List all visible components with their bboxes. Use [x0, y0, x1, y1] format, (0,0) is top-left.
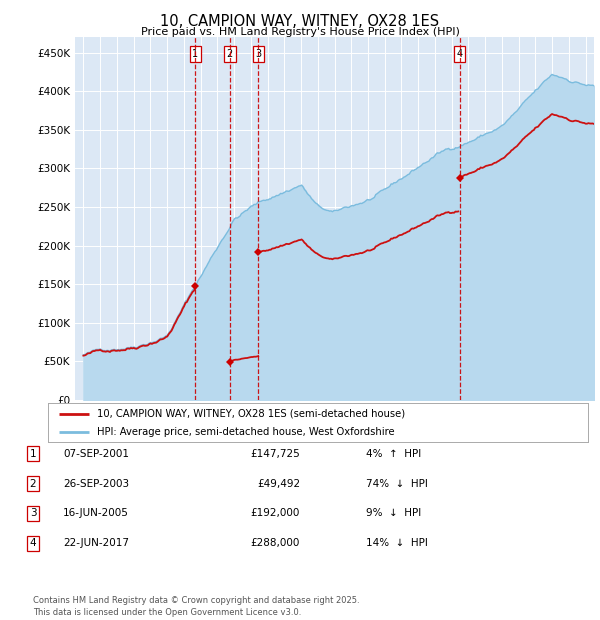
Text: 3: 3: [256, 49, 262, 59]
Text: 10, CAMPION WAY, WITNEY, OX28 1ES (semi-detached house): 10, CAMPION WAY, WITNEY, OX28 1ES (semi-…: [97, 409, 405, 419]
Text: 1: 1: [193, 49, 199, 59]
Text: £192,000: £192,000: [251, 508, 300, 518]
Text: HPI: Average price, semi-detached house, West Oxfordshire: HPI: Average price, semi-detached house,…: [97, 427, 394, 436]
Text: 3: 3: [29, 508, 37, 518]
Text: 9%  ↓  HPI: 9% ↓ HPI: [366, 508, 421, 518]
Text: 4%  ↑  HPI: 4% ↑ HPI: [366, 449, 421, 459]
Text: 14%  ↓  HPI: 14% ↓ HPI: [366, 538, 428, 548]
Text: 16-JUN-2005: 16-JUN-2005: [63, 508, 129, 518]
Text: 2: 2: [227, 49, 233, 59]
Text: 4: 4: [457, 49, 463, 59]
Text: £288,000: £288,000: [251, 538, 300, 548]
Text: Price paid vs. HM Land Registry's House Price Index (HPI): Price paid vs. HM Land Registry's House …: [140, 27, 460, 37]
Text: 26-SEP-2003: 26-SEP-2003: [63, 479, 129, 489]
Text: £49,492: £49,492: [257, 479, 300, 489]
Text: 2: 2: [29, 479, 37, 489]
Text: 22-JUN-2017: 22-JUN-2017: [63, 538, 129, 548]
Text: 10, CAMPION WAY, WITNEY, OX28 1ES: 10, CAMPION WAY, WITNEY, OX28 1ES: [160, 14, 440, 29]
Text: Contains HM Land Registry data © Crown copyright and database right 2025.
This d: Contains HM Land Registry data © Crown c…: [33, 596, 359, 617]
Text: 1: 1: [29, 449, 37, 459]
Text: £147,725: £147,725: [250, 449, 300, 459]
Text: 4: 4: [29, 538, 37, 548]
Text: 74%  ↓  HPI: 74% ↓ HPI: [366, 479, 428, 489]
Text: 07-SEP-2001: 07-SEP-2001: [63, 449, 129, 459]
